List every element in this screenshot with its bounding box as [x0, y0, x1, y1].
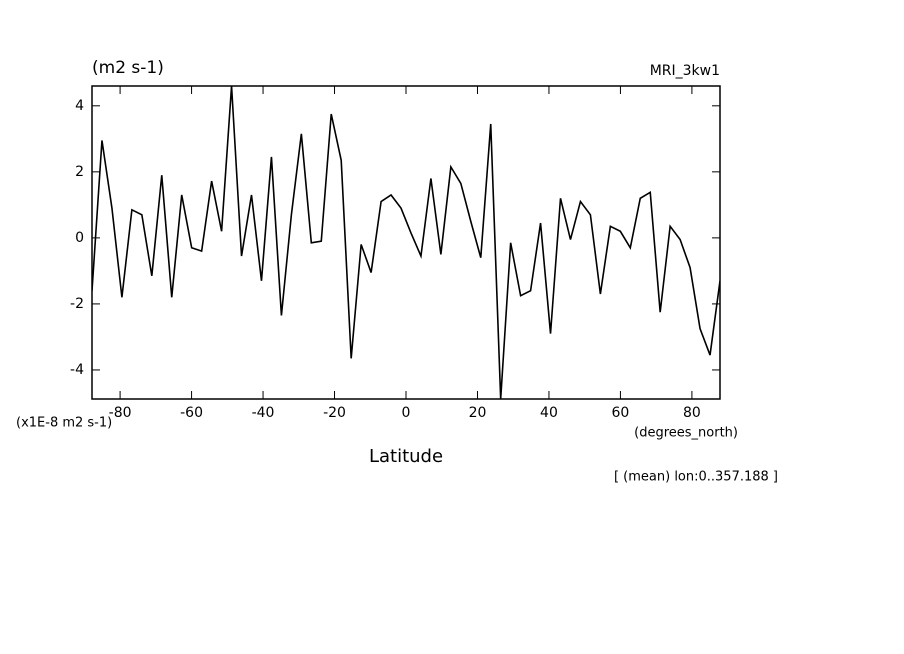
y-tick-label: 0 — [75, 230, 84, 246]
x-axis-title: Latitude — [369, 446, 443, 467]
x-tick-label: 80 — [683, 405, 701, 421]
x-tick-label: -60 — [180, 405, 203, 421]
data-line — [92, 86, 720, 399]
model-label: MRI_3kw1 — [650, 63, 720, 79]
x-tick-label: -40 — [252, 405, 275, 421]
plot-frame — [91, 85, 721, 400]
x-tick-label: -80 — [109, 405, 132, 421]
annotation: [ (mean) lon:0..357.188 ] — [614, 470, 778, 485]
x-unit-label: (degrees_north) — [634, 426, 738, 441]
chart-title: (m2 s-1) — [92, 58, 164, 78]
x-tick-label: 60 — [612, 405, 630, 421]
y-tick-label: 4 — [75, 98, 84, 114]
y-tick-label: -2 — [70, 296, 84, 312]
x-tick-label: -20 — [323, 405, 346, 421]
y-scale-label: (x1E-8 m2 s-1) — [16, 416, 112, 431]
x-tick-label: 40 — [540, 405, 558, 421]
x-tick-label: 0 — [402, 405, 411, 421]
x-tick-label: 20 — [469, 405, 487, 421]
y-tick-label: -4 — [70, 362, 84, 378]
y-tick-label: 2 — [75, 164, 84, 180]
